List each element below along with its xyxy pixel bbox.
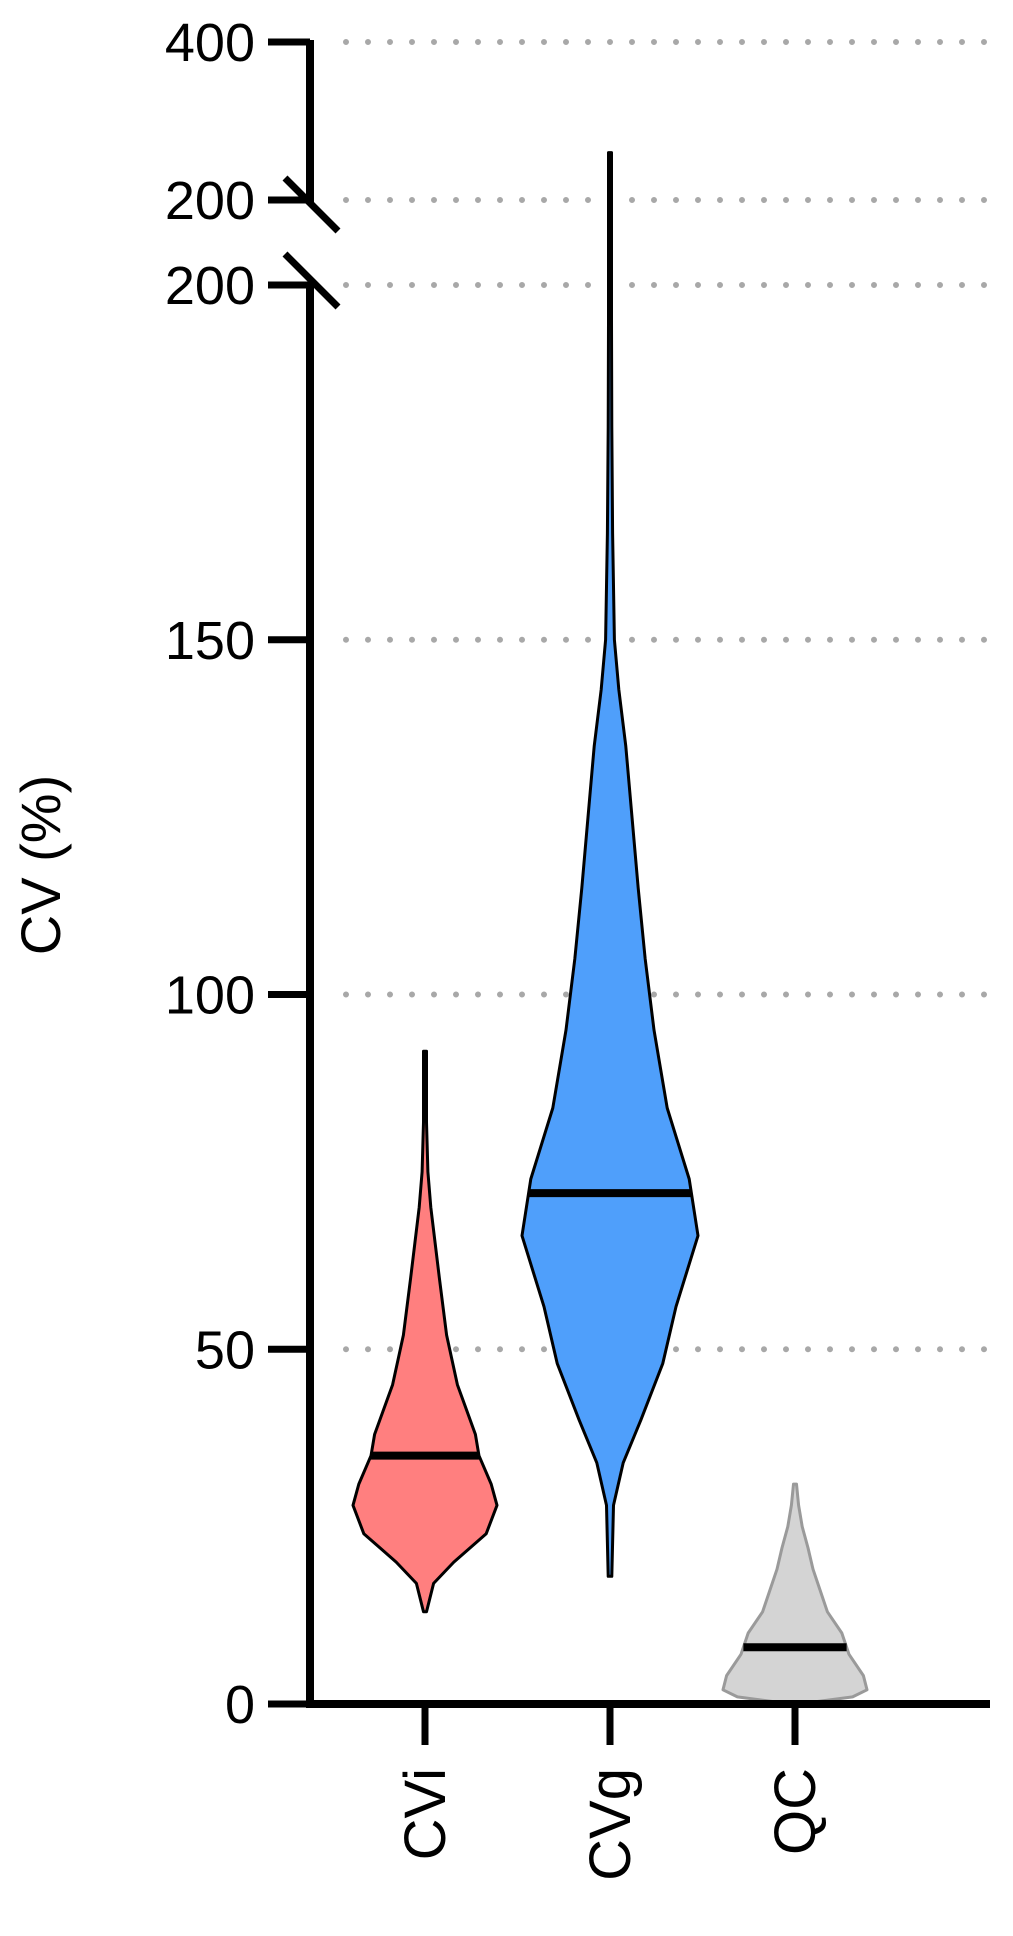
- y-tick-label-lower-150: 150: [165, 611, 255, 671]
- gridlines: [343, 39, 998, 1353]
- x-tick-label-QC: QC: [763, 1768, 828, 1855]
- y-tick-label-lower-0: 0: [225, 1675, 255, 1735]
- y-ticks: 0 50 100 150 200 200 400: [165, 13, 310, 1735]
- y-tick-label-lower-100: 100: [165, 966, 255, 1026]
- violin-CVi: [351, 1049, 499, 1614]
- axis-break-mark-upper: [282, 175, 341, 234]
- y-tick-label-lower-200: 200: [165, 256, 255, 316]
- violins: [351, 151, 869, 1706]
- violin-QC: [721, 1482, 869, 1706]
- axis-break-mark-lower: [282, 251, 341, 310]
- violin-CVg: [520, 151, 700, 1578]
- x-tick-label-CVi: CVi: [393, 1768, 458, 1860]
- y-tick-label-upper-400: 400: [165, 13, 255, 73]
- y-tick-label-lower-50: 50: [195, 1320, 255, 1380]
- y-tick-label-upper-200: 200: [165, 171, 255, 231]
- y-axis-title: CV (%): [9, 775, 72, 955]
- x-tick-label-CVg: CVg: [578, 1768, 643, 1881]
- x-ticks: CVi CVg QC: [393, 1704, 828, 1881]
